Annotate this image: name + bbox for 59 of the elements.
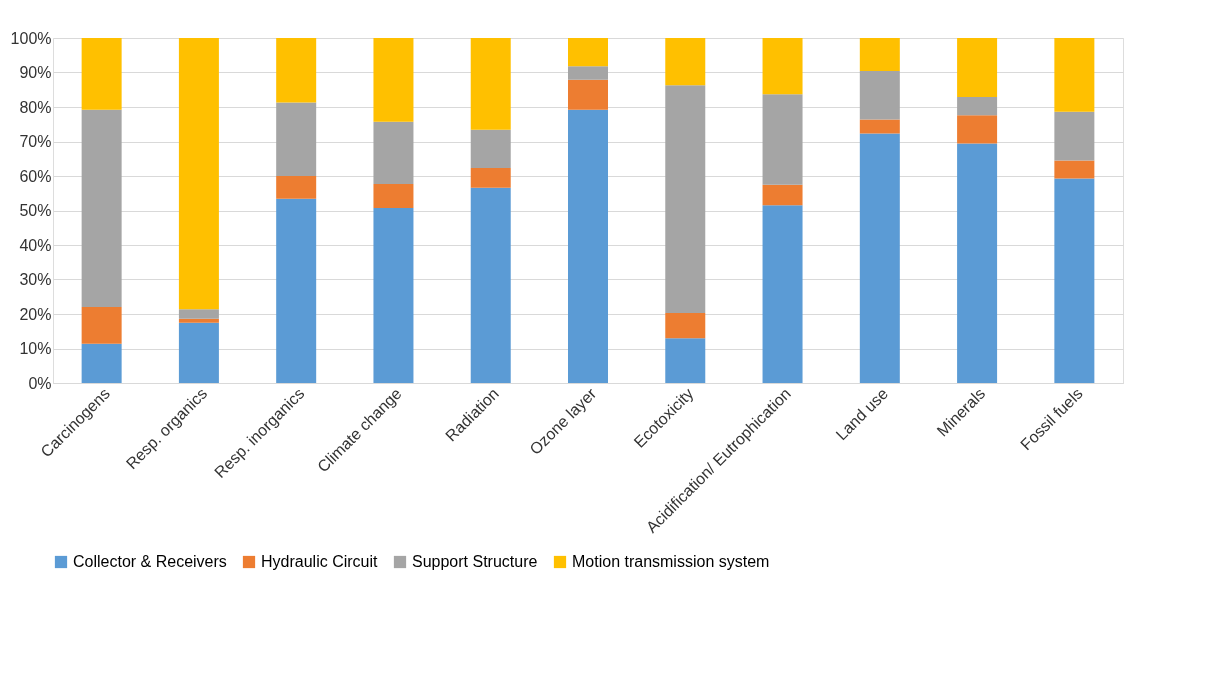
bar: [762, 94, 803, 185]
bar: [762, 38, 803, 95]
bar: [1054, 178, 1095, 383]
bar: [859, 38, 900, 72]
bar: [762, 205, 803, 383]
y-tick-label: 100%: [10, 29, 52, 47]
bar: [276, 198, 317, 383]
bar: [762, 184, 803, 206]
bar: [178, 38, 219, 310]
bar: [1054, 160, 1095, 179]
bar: [957, 38, 998, 97]
bar: [957, 143, 998, 383]
y-tick-label: 20%: [19, 305, 52, 323]
bar: [665, 312, 706, 339]
bar: [470, 187, 511, 383]
y-tick-label: 80%: [19, 98, 52, 116]
bar: [81, 307, 122, 344]
bar: [470, 168, 511, 188]
bar: [276, 38, 317, 103]
bar: [276, 176, 317, 199]
bar: [373, 38, 414, 122]
y-tick-label: 70%: [19, 133, 52, 150]
y-tick-label: 10%: [19, 340, 52, 357]
y-tick-label: 0%: [28, 374, 52, 392]
legend-label: Motion transmission system: [572, 553, 770, 570]
bar: [665, 85, 706, 313]
bar: [665, 338, 706, 383]
bar: [276, 102, 317, 176]
bar: [859, 133, 900, 383]
bar: [859, 119, 900, 134]
legend-label: Hydraulic Circuit: [261, 553, 379, 570]
bar: [178, 322, 219, 383]
bar: [568, 109, 608, 383]
bar: [665, 38, 706, 86]
bar: [373, 208, 414, 383]
bar: [373, 121, 414, 184]
bar: [957, 96, 998, 116]
bar: [178, 309, 219, 319]
legend-label: Support Structure: [412, 553, 538, 570]
y-tick-label: 40%: [19, 236, 52, 254]
bar: [81, 38, 122, 110]
bar: [81, 343, 122, 383]
bar: [859, 71, 900, 120]
bar: [1054, 38, 1095, 112]
legend-label: Collector & Receivers: [73, 553, 227, 570]
bar: [568, 79, 608, 110]
bar: [470, 129, 511, 169]
y-tick-label: 90%: [19, 64, 52, 81]
bar: [178, 318, 219, 323]
y-tick-label: 50%: [19, 202, 52, 219]
bar: [1054, 111, 1095, 161]
bar: [568, 38, 608, 67]
y-tick-label: 30%: [19, 271, 52, 288]
bar: [81, 109, 122, 308]
bar: [373, 183, 414, 209]
bar: [568, 66, 608, 80]
y-tick-label: 60%: [19, 167, 52, 185]
bar: [470, 38, 511, 130]
bar: [957, 115, 998, 144]
